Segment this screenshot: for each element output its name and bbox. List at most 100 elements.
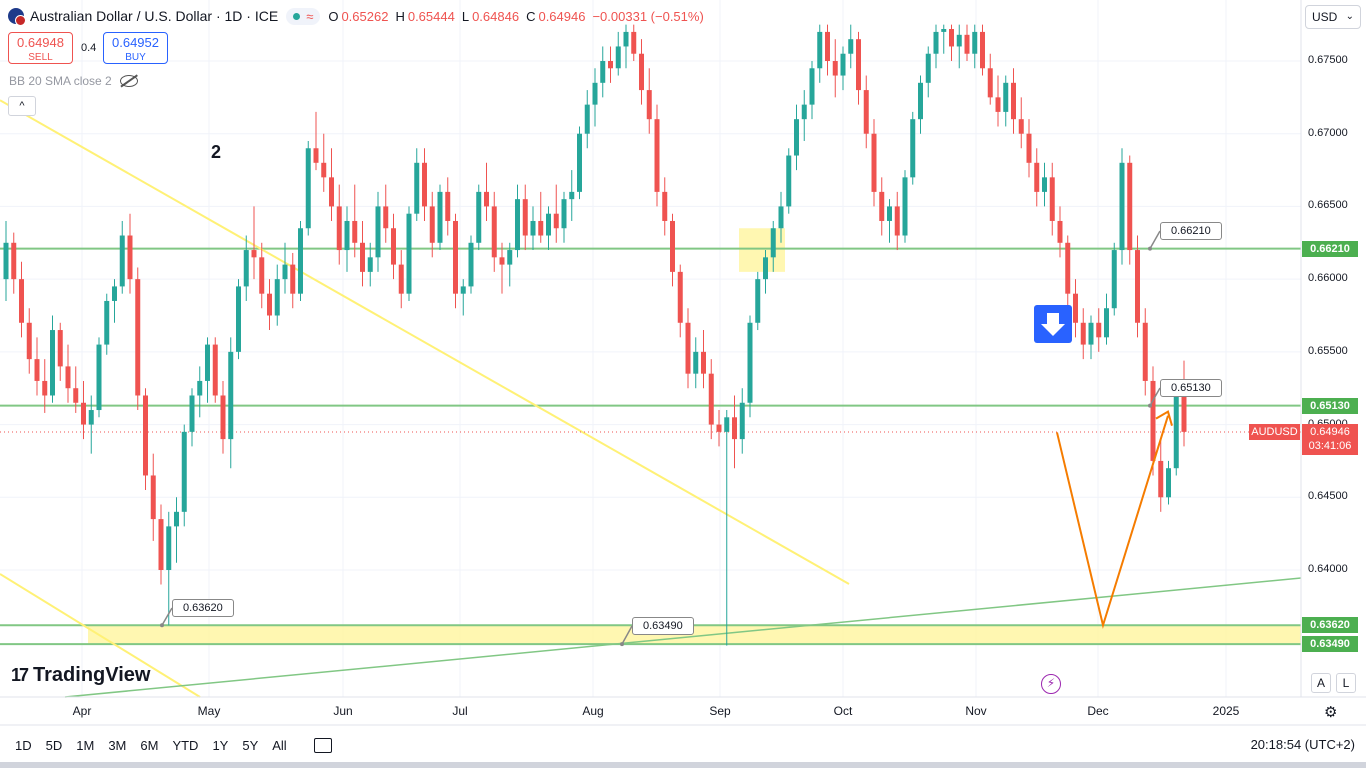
symbol-price-tag: AUDUSD xyxy=(1249,424,1300,440)
candle-body xyxy=(3,242,9,280)
price-tick-label: 0.66500 xyxy=(1308,199,1348,212)
candle-body xyxy=(476,191,482,243)
range-all[interactable]: All xyxy=(272,737,287,753)
range-1d[interactable]: 1D xyxy=(15,737,32,753)
trend-line-upper xyxy=(0,99,850,585)
price-callout[interactable]: 0.66210 xyxy=(1160,222,1222,240)
candle-body xyxy=(236,286,241,352)
sell-button[interactable]: 0.64948 SELL xyxy=(8,32,73,64)
gear-icon[interactable]: ⚙ xyxy=(1324,704,1338,721)
candle-body xyxy=(344,220,350,251)
projection-arrow xyxy=(1056,415,1169,630)
candle-body xyxy=(468,242,474,287)
candle-body xyxy=(212,344,218,396)
callout-anchor xyxy=(620,642,624,647)
candle-body xyxy=(1011,82,1016,120)
support-zone xyxy=(88,625,1301,645)
candle-body xyxy=(34,359,40,381)
candle-body xyxy=(119,235,125,287)
chart-header[interactable]: Australian Dollar / U.S. Dollar · 1D · I… xyxy=(8,6,704,26)
time-tick-label: Aug xyxy=(582,704,604,718)
candle-body xyxy=(708,373,714,425)
candle-body xyxy=(972,31,978,54)
candle-body xyxy=(995,97,1001,112)
candle-body xyxy=(499,257,505,265)
candle-body xyxy=(902,177,908,236)
candle-body xyxy=(747,322,753,403)
candle-body xyxy=(383,206,389,229)
candle-body xyxy=(398,264,404,294)
ohlc-values: O 0.65262 H 0.65444 L 0.64846 C 0.64946 −0.0… xyxy=(328,9,703,24)
candle-body xyxy=(755,279,761,323)
candle-body xyxy=(453,220,458,294)
indicator-legend[interactable]: BB 20 SMA close 2 xyxy=(9,74,138,88)
candle-body xyxy=(65,366,71,389)
price-callout[interactable]: 0.63490 xyxy=(632,617,694,635)
wave-count-label: 2 xyxy=(211,142,222,162)
candle-body xyxy=(522,199,528,236)
date-range-icon[interactable] xyxy=(313,737,332,753)
candle-body xyxy=(910,119,916,178)
candle-body xyxy=(1166,468,1171,498)
symbol-flag-icon xyxy=(8,8,26,26)
collapse-legend-button[interactable]: ^ xyxy=(8,96,36,116)
candle-body xyxy=(282,264,288,280)
candle-body xyxy=(809,68,815,105)
time-tick-label: Dec xyxy=(1087,704,1109,718)
candle-body xyxy=(11,242,17,280)
range-ytd[interactable]: YTD xyxy=(172,737,199,753)
level-price-label: 0.63620 xyxy=(1302,617,1358,634)
range-6m[interactable]: 6M xyxy=(140,737,159,753)
candle-body xyxy=(1150,380,1156,461)
time-tick-label: Jun xyxy=(333,704,353,718)
price-callout[interactable]: 0.63620 xyxy=(172,599,234,617)
clock[interactable]: 20:18:54 (UTC+2) xyxy=(1250,737,1355,752)
range-1y[interactable]: 1Y xyxy=(212,737,229,753)
log-scale-button[interactable]: L xyxy=(1336,673,1356,693)
range-1m[interactable]: 1M xyxy=(76,737,95,753)
spread-value: 0.4 xyxy=(81,42,97,54)
candle-body xyxy=(352,220,358,243)
callout-anchor xyxy=(160,623,164,628)
candle-body xyxy=(871,133,877,192)
candle-body xyxy=(1057,220,1063,243)
buy-button[interactable]: 0.64952 BUY xyxy=(103,32,168,64)
lightning-icon[interactable]: ⚡ xyxy=(1041,674,1061,694)
candle-body xyxy=(1018,119,1024,134)
candle-body xyxy=(174,511,179,527)
candle-body xyxy=(530,220,536,236)
candle-body xyxy=(1158,460,1164,498)
range-5y[interactable]: 5Y xyxy=(242,737,259,753)
candle-body xyxy=(577,133,582,192)
callout-anchor xyxy=(1148,246,1152,251)
candle-body xyxy=(631,31,637,54)
chart-grid xyxy=(0,0,1301,697)
currency-select[interactable]: USD ⌄ xyxy=(1305,5,1361,29)
candle-body xyxy=(600,61,606,83)
candle-body xyxy=(313,148,319,163)
candle-body xyxy=(1026,133,1032,163)
range-3m[interactable]: 3M xyxy=(108,737,127,753)
level-price-label: 0.63490 xyxy=(1302,636,1358,653)
hide-eye-icon[interactable] xyxy=(119,75,138,87)
candle-body xyxy=(321,162,327,178)
candle-body xyxy=(584,104,590,134)
candle-body xyxy=(329,177,334,207)
symbol-title[interactable]: Australian Dollar / U.S. Dollar · 1D · I… xyxy=(30,8,279,24)
candle-body xyxy=(670,220,675,272)
time-tick-label: Oct xyxy=(833,704,853,718)
buy-label: BUY xyxy=(125,52,146,63)
range-5d[interactable]: 5D xyxy=(45,737,63,753)
price-callout[interactable]: 0.65130 xyxy=(1160,379,1222,397)
candle-body xyxy=(158,519,164,570)
candle-body xyxy=(786,155,792,207)
auto-scale-button[interactable]: A xyxy=(1311,673,1331,693)
market-status-pill[interactable]: ≈ xyxy=(286,7,321,25)
candle-body xyxy=(863,90,869,134)
candle-body xyxy=(19,279,24,323)
candle-body xyxy=(646,90,652,120)
candle-body xyxy=(104,300,110,345)
candle-body xyxy=(615,46,621,69)
candle-body xyxy=(507,250,513,265)
